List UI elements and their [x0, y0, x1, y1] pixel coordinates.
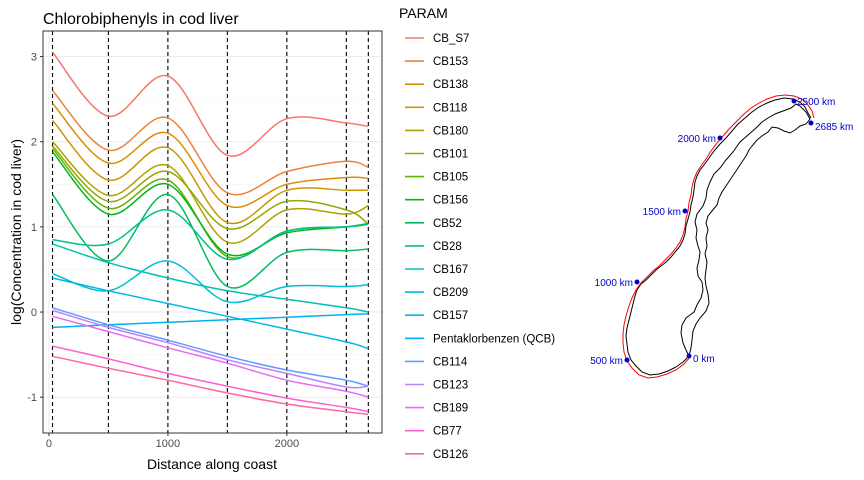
- series-line-16: [52, 315, 369, 398]
- series-line-3: [51, 119, 369, 225]
- legend-label-10: CB167: [433, 264, 468, 276]
- x-tick-label: 0: [46, 438, 52, 450]
- series-line-12: [52, 277, 369, 350]
- y-tick-label: 1: [31, 222, 37, 234]
- legend-label-13: Pentaklorbenzen (QCB): [433, 333, 555, 345]
- legend-label-14: CB114: [433, 356, 468, 368]
- legend-title: PARAM: [399, 5, 448, 21]
- station-marker-3: [682, 208, 688, 214]
- legend-label-12: CB157: [433, 310, 468, 322]
- station-label-0: 0 km: [693, 354, 715, 365]
- series-lines: [51, 51, 369, 416]
- legend: CB_S7 CB153 CB138 CB118 CB180 CB101 CB105 CB156…: [405, 33, 555, 461]
- series-line-10: [52, 243, 369, 313]
- axis-ticks: 0 1000 2000 -1 0 1 2 3: [27, 52, 299, 450]
- station-label-2: 1000 km: [595, 278, 633, 289]
- legend-label-15: CB123: [433, 380, 468, 392]
- y-axis-title: log(Concentration in cod liver): [8, 139, 24, 325]
- station-marker-1: [624, 357, 630, 363]
- legend-label-9: CB28: [433, 241, 462, 253]
- station-label-1: 500 km: [590, 356, 623, 367]
- panel-border: [42, 30, 383, 434]
- x-axis-title: Distance along coast: [147, 456, 277, 472]
- coastal-zone-line: [622, 94, 815, 379]
- y-tick-label: 0: [31, 307, 37, 319]
- station-marker-6: [808, 120, 814, 126]
- series-line-0: [51, 51, 369, 157]
- legend-label-5: CB101: [433, 149, 468, 161]
- series-line-8: [51, 193, 369, 289]
- station-marker-0: [686, 353, 692, 359]
- legend-label-17: CB77: [433, 426, 462, 438]
- series-line-5: [51, 145, 369, 230]
- legend-label-2: CB138: [433, 79, 468, 91]
- legend-label-3: CB118: [433, 102, 467, 114]
- series-line-18: [52, 355, 369, 416]
- chart-title: Chlorobiphenyls in cod liver: [43, 11, 239, 28]
- legend-label-4: CB180: [433, 125, 468, 137]
- legend-label-7: CB156: [433, 195, 468, 207]
- legend-label-16: CB189: [433, 403, 468, 415]
- land-outline: [680, 103, 811, 358]
- x-tick-label: 2000: [275, 438, 299, 450]
- plot-panel: [43, 31, 382, 433]
- stations: 0 km 500 km 1000 km 1500 km 2000 km 2500 km 26…: [590, 97, 853, 367]
- norway-map: 0 km 500 km 1000 km 1500 km 2000 km 2500 km 26…: [590, 94, 853, 379]
- series-line-1: [51, 90, 369, 196]
- series-line-2: [51, 102, 369, 209]
- y-tick-label: 3: [31, 52, 37, 64]
- y-tick-label: 2: [31, 137, 37, 149]
- series-line-9: [52, 209, 369, 261]
- legend-label-0: CB_S7: [433, 33, 469, 45]
- station-label-4: 2000 km: [678, 134, 716, 145]
- series-line-17: [52, 345, 369, 413]
- legend-label-8: CB52: [433, 218, 462, 230]
- reference-lines: [51, 31, 369, 433]
- station-marker-5: [791, 98, 797, 104]
- y-tick-label: -1: [27, 392, 37, 404]
- station-marker-2: [634, 279, 640, 285]
- series-line-15: [52, 309, 369, 389]
- coastline-west: [625, 97, 812, 376]
- series-line-4: [51, 141, 369, 244]
- legend-label-11: CB209: [433, 287, 468, 299]
- station-label-6: 2685 km: [815, 122, 853, 133]
- station-label-3: 1500 km: [643, 207, 681, 218]
- legend-label-6: CB105: [433, 172, 468, 184]
- x-tick-label: 1000: [156, 438, 180, 450]
- series-line-14: [52, 307, 369, 387]
- legend-label-1: CB153: [433, 56, 468, 68]
- station-marker-4: [717, 135, 723, 141]
- station-label-5: 2500 km: [797, 97, 835, 108]
- legend-label-18: CB126: [433, 449, 468, 461]
